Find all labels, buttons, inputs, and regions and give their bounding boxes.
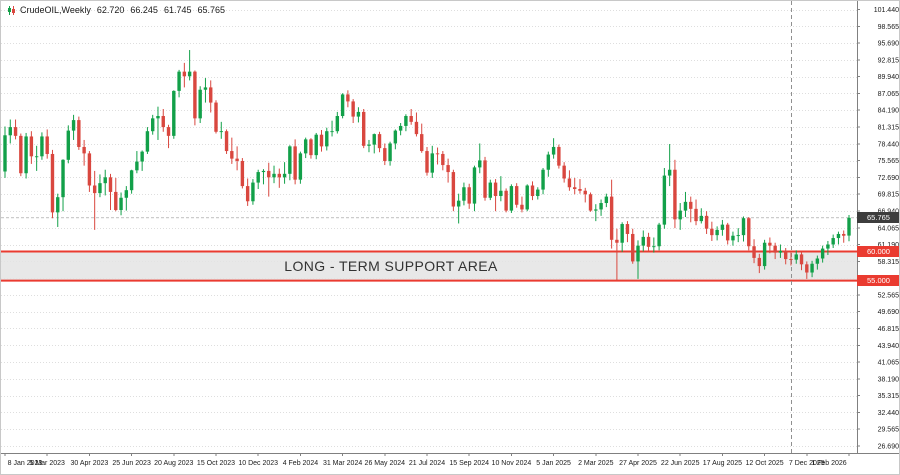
svg-text:69.815: 69.815: [878, 192, 900, 199]
svg-text:2 Mar 2025: 2 Mar 2025: [578, 460, 614, 467]
svg-text:15 Sep 2024: 15 Sep 2024: [449, 460, 489, 467]
current-price-tag: 65.765: [857, 212, 899, 224]
svg-text:98.565: 98.565: [878, 24, 900, 31]
svg-text:5 Mar 2023: 5 Mar 2023: [29, 460, 65, 467]
symbol-timeframe-label: CrudeOIL,Weekly: [20, 5, 91, 15]
support-top-price-tag: 60.000: [857, 245, 899, 257]
ohlc-low: 61.745: [163, 5, 192, 15]
svg-text:32.440: 32.440: [878, 410, 900, 417]
svg-text:35.315: 35.315: [878, 393, 900, 400]
svg-text:75.565: 75.565: [878, 158, 900, 165]
support-bottom-price-tag: 55.000: [857, 275, 899, 287]
symbol-ohlc-header: CrudeOIL,Weekly 62.720 66.245 61.745 65.…: [7, 5, 227, 15]
svg-text:17 Aug 2025: 17 Aug 2025: [703, 460, 742, 467]
svg-text:84.190: 84.190: [878, 108, 900, 115]
svg-text:92.815: 92.815: [878, 57, 900, 64]
svg-text:52.565: 52.565: [878, 292, 900, 299]
svg-text:10 Nov 2024: 10 Nov 2024: [492, 460, 532, 467]
svg-text:7 Dec 2025: 7 Dec 2025: [789, 460, 825, 467]
svg-text:12 Oct 2025: 12 Oct 2025: [746, 460, 784, 467]
time-axis[interactable]: [1, 453, 899, 474]
svg-text:26 May 2024: 26 May 2024: [365, 460, 406, 467]
ohlc-close: 65.765: [197, 5, 225, 15]
svg-text:78.440: 78.440: [878, 141, 900, 148]
svg-text:81.315: 81.315: [878, 125, 900, 132]
svg-text:72.690: 72.690: [878, 175, 900, 182]
svg-text:27 Apr 2025: 27 Apr 2025: [619, 460, 657, 467]
svg-text:101.440: 101.440: [874, 7, 899, 14]
chart-plot-area[interactable]: [1, 1, 857, 453]
svg-text:30 Apr 2023: 30 Apr 2023: [71, 460, 109, 467]
svg-text:41.065: 41.065: [878, 360, 900, 367]
svg-text:38.190: 38.190: [878, 376, 900, 383]
ohlc-open: 62.720: [96, 5, 125, 15]
svg-text:58.315: 58.315: [878, 259, 900, 266]
svg-text:20 Aug 2023: 20 Aug 2023: [154, 460, 193, 467]
svg-text:8 Jan 2023: 8 Jan 2023: [8, 460, 43, 467]
svg-text:64.065: 64.065: [878, 225, 900, 232]
svg-text:43.940: 43.940: [878, 343, 900, 350]
svg-text:25 Jun 2023: 25 Jun 2023: [112, 460, 151, 467]
svg-text:46.815: 46.815: [878, 326, 900, 333]
chart-icon: [8, 5, 15, 15]
svg-text:21 Jul 2024: 21 Jul 2024: [409, 460, 445, 467]
svg-text:1 Feb 2026: 1 Feb 2026: [811, 460, 847, 467]
svg-text:22 Jun 2025: 22 Jun 2025: [661, 460, 700, 467]
svg-text:29.565: 29.565: [878, 427, 900, 434]
svg-text:89.940: 89.940: [878, 74, 900, 81]
svg-text:49.690: 49.690: [878, 309, 900, 316]
svg-text:26.690: 26.690: [878, 444, 900, 451]
svg-text:61.190: 61.190: [878, 242, 900, 249]
svg-text:31 Mar 2024: 31 Mar 2024: [323, 460, 362, 467]
svg-text:15 Oct 2023: 15 Oct 2023: [197, 460, 235, 467]
ohlc-high: 66.245: [130, 5, 158, 15]
svg-text:4 Feb 2024: 4 Feb 2024: [283, 460, 319, 467]
svg-text:66.940: 66.940: [878, 208, 900, 215]
svg-text:87.065: 87.065: [878, 91, 900, 98]
svg-text:95.690: 95.690: [878, 41, 900, 48]
price-axis[interactable]: [857, 1, 899, 453]
svg-text:5 Jan 2025: 5 Jan 2025: [536, 460, 571, 467]
support-area-label: LONG - TERM SUPPORT AREA: [284, 258, 498, 275]
svg-text:10 Dec 2023: 10 Dec 2023: [238, 460, 278, 467]
